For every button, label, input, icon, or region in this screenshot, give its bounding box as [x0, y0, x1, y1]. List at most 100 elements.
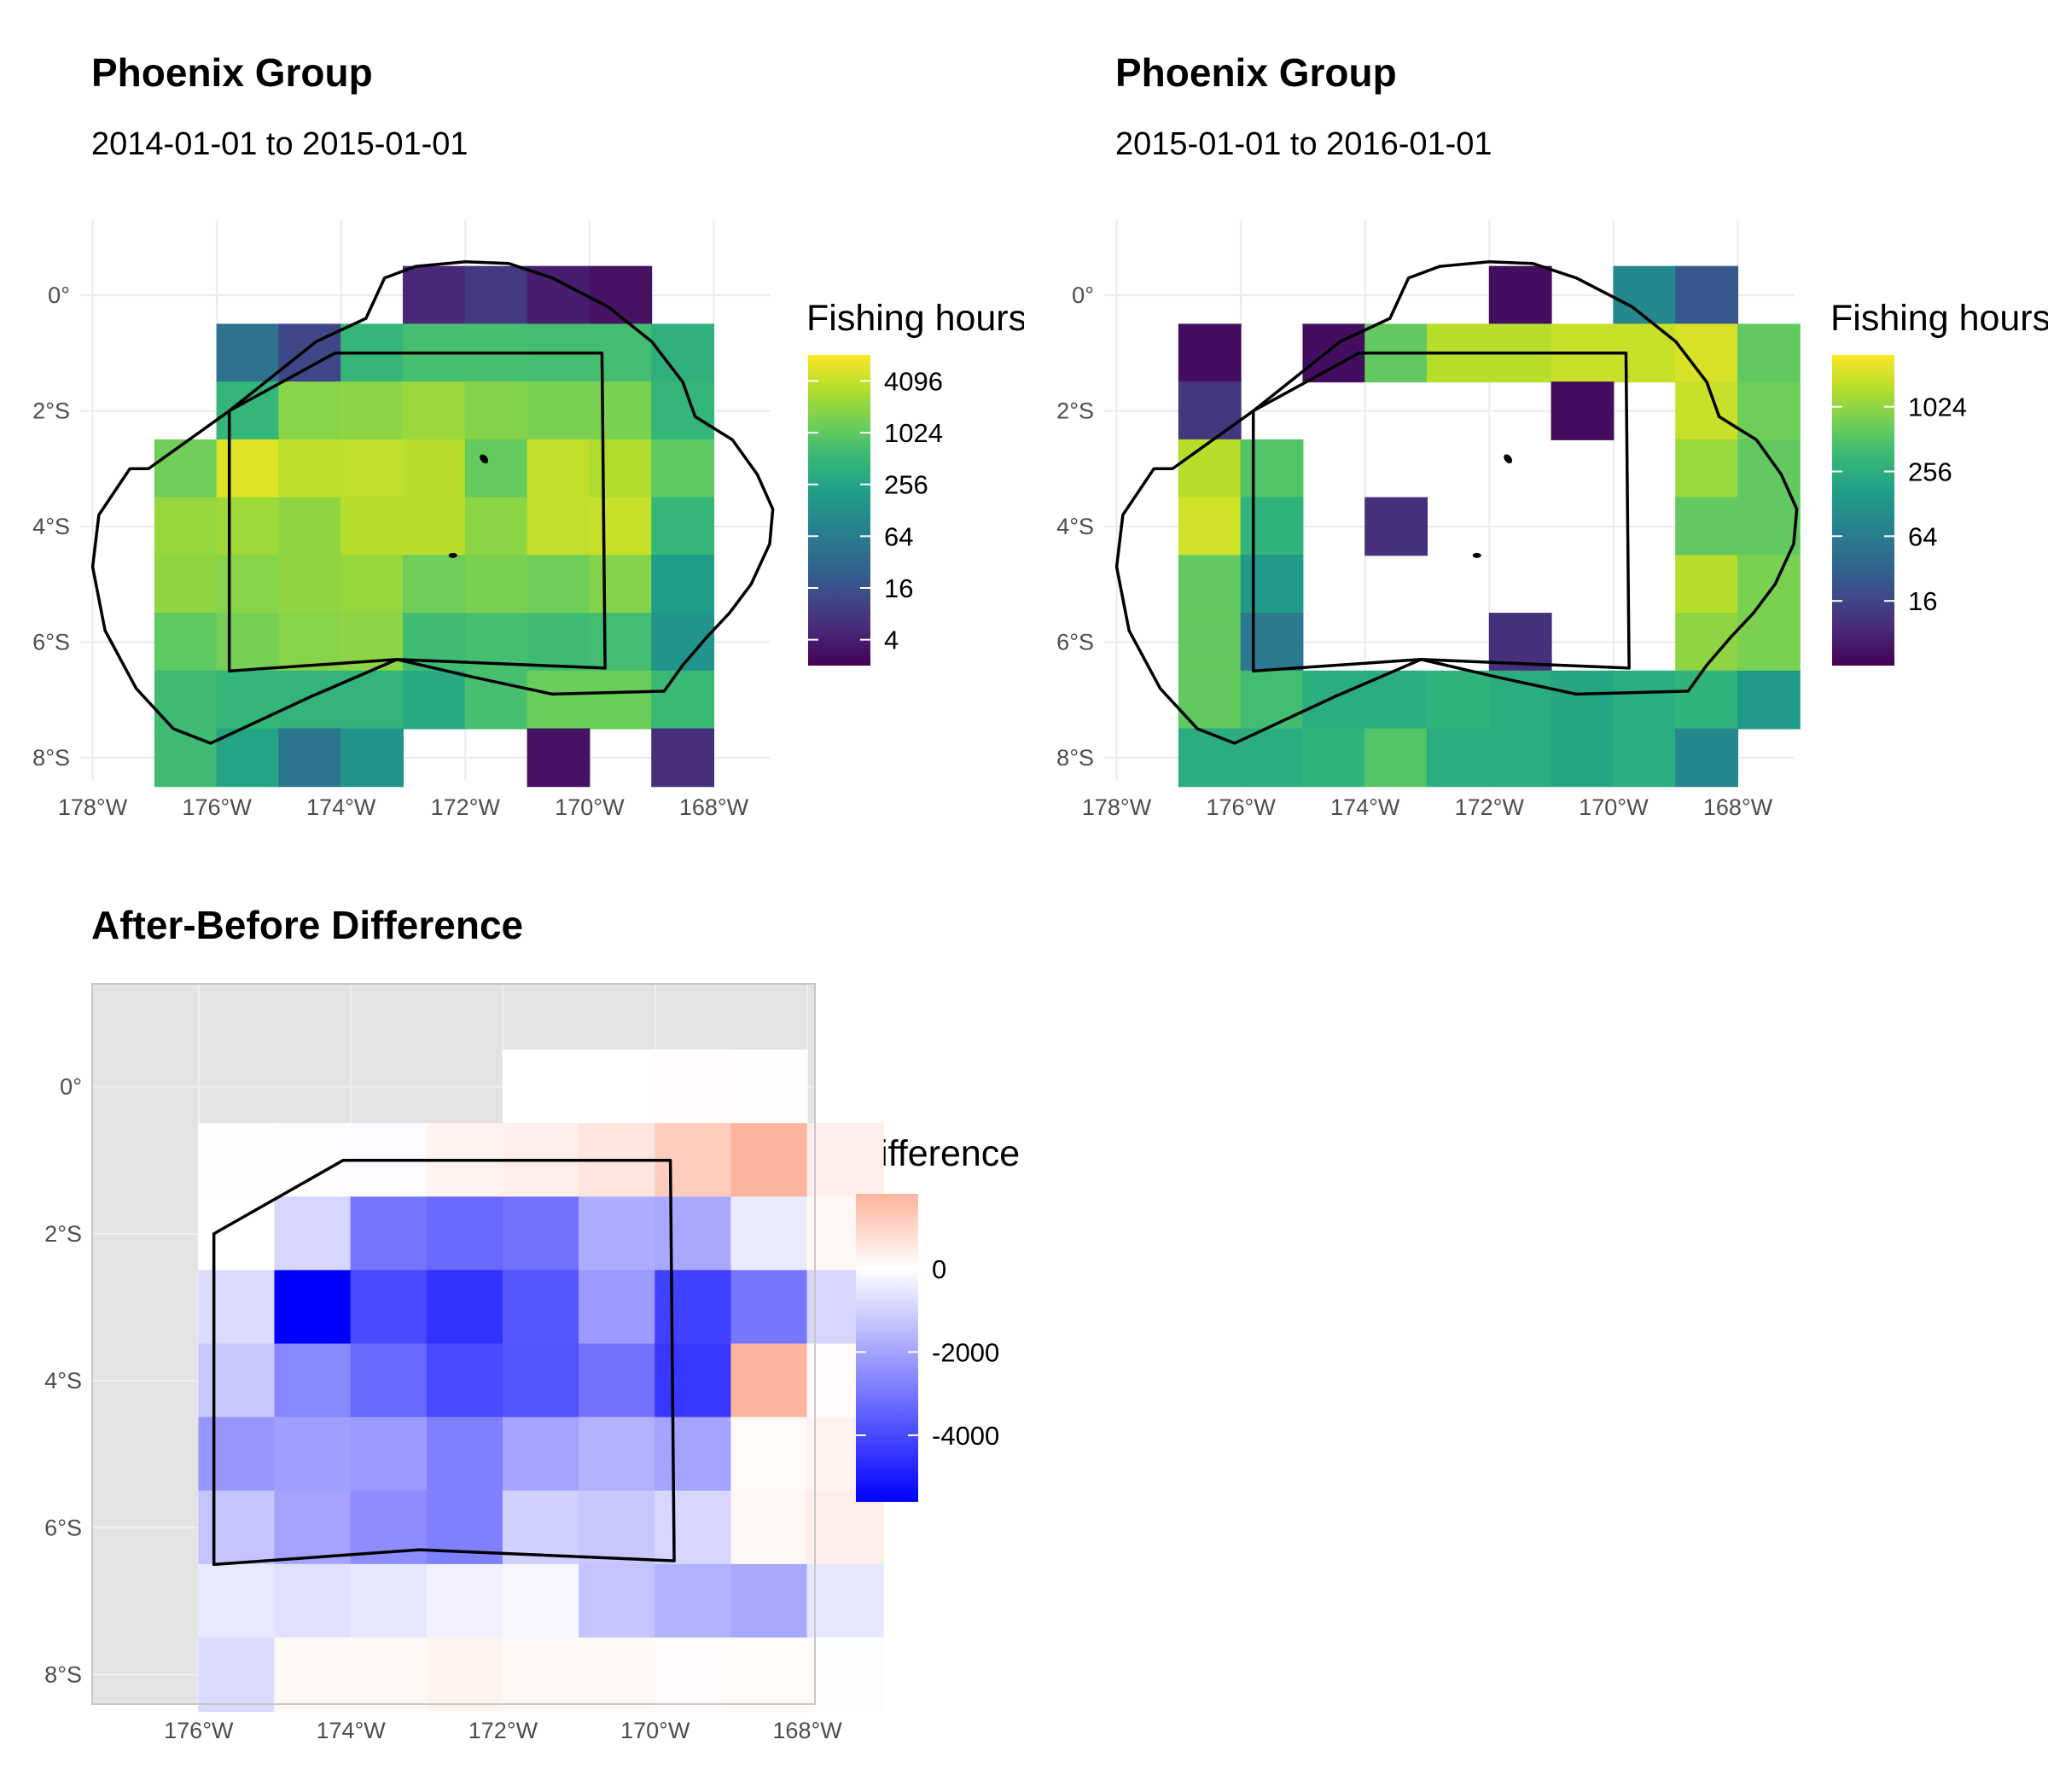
heatmap-cell [1240, 728, 1304, 788]
heatmap-cell [278, 613, 342, 672]
x-tick-label: 168°W [1703, 794, 1773, 820]
heatmap-cell [350, 1270, 428, 1345]
heatmap-diff: Difference 176°W 174°W 172°W 170°W 168°W0°2°… [44, 983, 1020, 1743]
heatmap-cell [340, 555, 404, 614]
chart-subtitle: 2014-01-01 to 2015-01-01 [91, 126, 468, 162]
heatmap-cell [730, 1637, 808, 1713]
map-boundary [212, 1158, 676, 1567]
y-tick-label: 4°S [32, 514, 70, 539]
heatmap-cell [527, 497, 591, 556]
heatmap-cell [340, 439, 404, 498]
heatmap-cell [655, 1050, 732, 1125]
map-boundary [1251, 352, 1631, 673]
heatmap-cell [1302, 728, 1366, 788]
x-tick-label: 168°W [772, 1718, 842, 1743]
heatmap-cell [527, 555, 591, 614]
x-tick-label: 170°W [555, 794, 625, 820]
legend-label: 4 [884, 625, 899, 655]
heatmap-cell [426, 1196, 503, 1271]
heatmap-cell [655, 1490, 732, 1565]
heatmap-cell [350, 1637, 428, 1713]
y-tick-label: 8°S [32, 745, 70, 771]
heatmap-cell [579, 1563, 656, 1638]
heatmap-cell [655, 1196, 732, 1271]
heatmap-cell [1675, 670, 1738, 730]
y-tick-label: 2°S [44, 1221, 82, 1247]
heatmap-cell [730, 1196, 808, 1271]
heatmap-cell [1178, 555, 1242, 614]
panel-after: Phoenix Group 2015-01-01 to 2016-01-01 F… [1024, 0, 2048, 853]
heatmap-cell [216, 555, 280, 614]
heatmap-cell [464, 497, 528, 556]
heatmap-cell [527, 265, 591, 325]
heatmap-cell [1613, 728, 1677, 788]
legend-colorbar [1832, 355, 1894, 666]
heatmap-cell [1178, 613, 1242, 672]
heatmap-cell [589, 265, 653, 325]
heatmap-cell [426, 1417, 503, 1492]
heatmap-cell [274, 1123, 352, 1198]
heatmap-cell [154, 613, 218, 672]
y-tick-label: 6°S [1056, 629, 1094, 655]
heatmap-cell [216, 323, 280, 383]
heatmap-cell [426, 1637, 503, 1713]
heatmap-cell [730, 1123, 808, 1198]
heatmap-cell [1178, 323, 1242, 383]
heatmap-cell [1488, 670, 1552, 730]
heatmap-cell [1737, 555, 1801, 614]
y-tick-label: 0° [1072, 282, 1094, 308]
island-marker [1472, 552, 1481, 558]
heatmap-cell [1737, 381, 1801, 440]
heatmap-cell [198, 1490, 276, 1565]
heatmap-cell [1675, 613, 1738, 672]
heatmap-cell [1240, 613, 1304, 672]
heatmap-cell [1427, 670, 1490, 730]
legend-label: 1024 [1908, 393, 1967, 422]
heatmap-cell [216, 381, 280, 440]
heatmap-cell [1240, 439, 1304, 498]
heatmap-cell [589, 555, 653, 614]
legend-label: 64 [884, 521, 913, 551]
heatmap-cell [198, 1343, 276, 1418]
legend-colorbar [808, 355, 870, 666]
heatmap-cell [806, 1637, 884, 1713]
x-tick-label: 176°W [182, 794, 252, 820]
heatmap-cell [806, 1490, 884, 1565]
heatmap-cell [1737, 613, 1801, 672]
heatmap-cell [154, 555, 218, 614]
y-tick-label: 0° [48, 282, 70, 308]
heatmap-cell [655, 1417, 732, 1492]
y-tick-label: 4°S [44, 1368, 82, 1393]
heatmap-cell [651, 728, 714, 788]
heatmap-cell [1240, 497, 1304, 556]
heatmap-cell [730, 1417, 808, 1492]
x-tick-label: 174°W [316, 1718, 386, 1743]
heatmap-cell [403, 555, 466, 614]
y-tick-label: 0° [60, 1074, 82, 1100]
heatmap-cell [274, 1417, 352, 1492]
heatmap-cell [426, 1343, 503, 1418]
heatmap-cell [278, 670, 342, 730]
heatmap-cell [216, 613, 280, 672]
heatmap-cell [464, 265, 528, 325]
legend-label: 4096 [884, 366, 943, 396]
heatmap-before: Fishing hours 178°W 176°W 174°W 172°W 170°W 1… [32, 220, 1024, 820]
plot-area [91, 983, 884, 1713]
heatmap-cell [154, 439, 218, 498]
heatmap-cell [651, 555, 714, 614]
heatmap-cell [1737, 497, 1801, 556]
heatmap-cell [1551, 381, 1615, 440]
heatmap-cell [730, 1270, 808, 1345]
heatmap-cell [527, 728, 591, 788]
heatmap-cell [651, 381, 714, 440]
heatmap-cell [464, 555, 528, 614]
heatmap-cell [651, 613, 714, 672]
heatmap-cell [1675, 555, 1738, 614]
heatmap-cell [1675, 265, 1738, 325]
heatmap-cell [1675, 728, 1738, 788]
chart-title: Phoenix Group [91, 50, 373, 95]
heatmap-cell [1240, 670, 1304, 730]
heatmap-cell [198, 1270, 276, 1345]
heatmap-cell [1613, 265, 1677, 325]
legend-title: Fishing hours [1830, 298, 2048, 339]
